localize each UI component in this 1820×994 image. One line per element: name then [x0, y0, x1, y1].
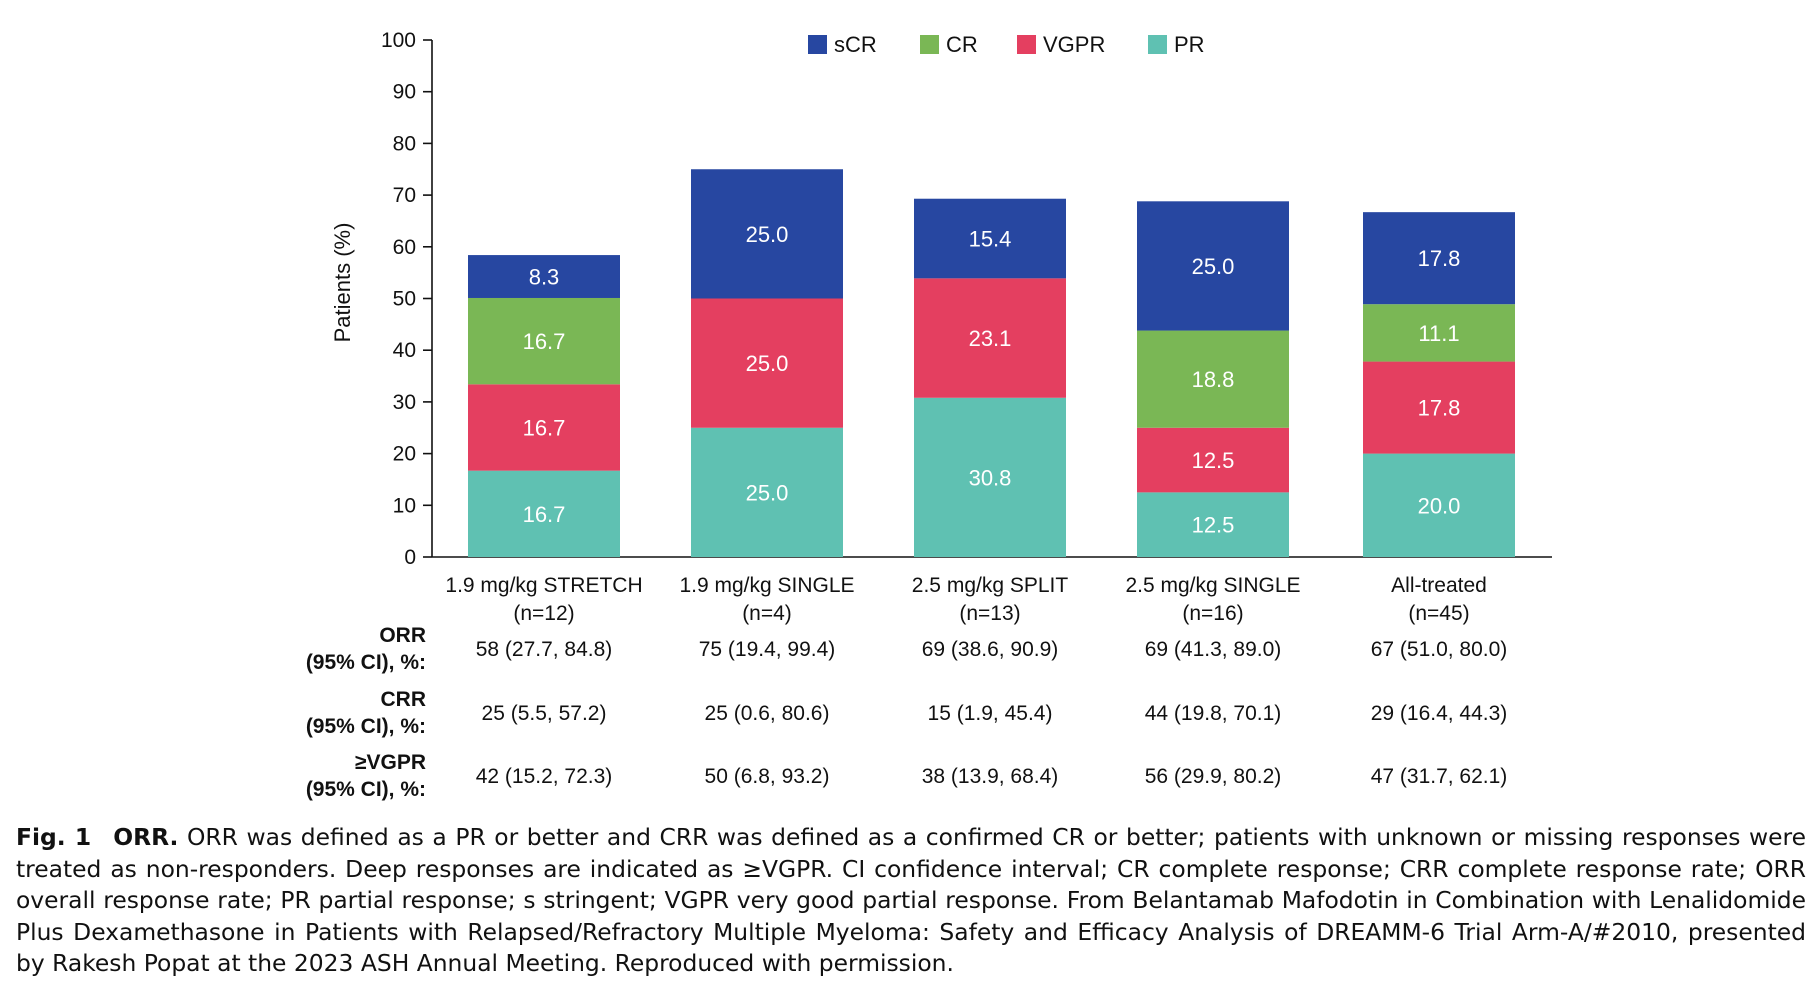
legend-label: PR [1174, 32, 1205, 57]
bar-value-label: 25.0 [746, 351, 789, 376]
y-tick-label: 30 [393, 391, 416, 414]
bar-value-label: 25.0 [746, 480, 789, 505]
y-tick-label: 50 [393, 288, 416, 311]
bar-value-label: 18.8 [1192, 367, 1235, 392]
table-cell: 58 (27.7, 84.8) [476, 638, 613, 661]
bar-cr [468, 297, 620, 385]
bar-pr [914, 397, 1066, 557]
y-tick-label: 20 [393, 443, 416, 466]
bar-scr [1363, 212, 1515, 305]
bar-vgpr [914, 278, 1066, 398]
bar-value-label: 30.8 [969, 465, 1012, 490]
bar-value-label: 23.1 [969, 326, 1012, 351]
table-row-sublabel: (95% CI), %: [306, 715, 426, 738]
legend-label: CR [946, 32, 978, 57]
caption-text: ORR was defined as a PR or better and CR… [16, 823, 1806, 977]
bar-value-label: 12.5 [1192, 513, 1235, 538]
table-cell: 29 (16.4, 44.3) [1371, 702, 1508, 725]
table-cell: 75 (19.4, 99.4) [699, 638, 836, 661]
legend: sCR CR VGPR PR [808, 32, 1205, 57]
x-tick-label: 1.9 mg/kg SINGLE [679, 574, 854, 597]
bar-value-label: 15.4 [969, 227, 1012, 252]
table-row-sublabel: (95% CI), %: [306, 651, 426, 674]
table-cell: 25 (0.6, 80.6) [705, 702, 830, 725]
bar-pr [691, 427, 843, 557]
bar-value-label: 17.8 [1418, 246, 1461, 271]
legend-label: sCR [834, 32, 877, 57]
legend-swatch [920, 35, 939, 54]
bar-cr [1363, 304, 1515, 362]
x-tick-sublabel: (n=13) [959, 602, 1020, 625]
bar-scr [914, 198, 1066, 279]
figure-caption: Fig. 1 ORR. ORR was defined as a PR or be… [16, 822, 1806, 980]
table-cell: 67 (51.0, 80.0) [1371, 638, 1508, 661]
x-axis: 1.9 mg/kg STRETCH (n=12) 1.9 mg/kg SINGLE (… [432, 556, 1552, 625]
table-row-label: CRR [381, 688, 427, 711]
x-tick-sublabel: (n=16) [1182, 602, 1243, 625]
table-cell: 47 (31.7, 62.1) [1371, 765, 1508, 788]
table-cell: 38 (13.9, 68.4) [922, 765, 1059, 788]
legend-swatch [1017, 35, 1036, 54]
legend-swatch [808, 35, 827, 54]
bar-scr [1137, 201, 1289, 331]
bar-value-label: 20.0 [1418, 493, 1461, 518]
x-tick-label: 1.9 mg/kg STRETCH [445, 574, 642, 597]
table-cell: 69 (41.3, 89.0) [1145, 638, 1282, 661]
y-tick-label: 100 [381, 29, 416, 52]
caption-label: Fig. 1 [16, 823, 92, 851]
table-cell: 25 (5.5, 57.2) [482, 702, 607, 725]
y-tick-label: 80 [393, 132, 416, 155]
table-row-label: ORR [379, 624, 426, 647]
table-row-label: ≥VGPR [355, 751, 426, 774]
bar-vgpr [691, 298, 843, 428]
y-tick-label: 70 [393, 184, 416, 207]
chart-figure: 0 10 20 30 40 50 60 70 80 90 100 Patients (%) 1.9 m… [306, 29, 1552, 801]
y-tick-label: 90 [393, 81, 416, 104]
bar-value-label: 16.7 [523, 415, 566, 440]
table-cell: 56 (29.9, 80.2) [1145, 765, 1282, 788]
legend-swatch [1148, 35, 1167, 54]
y-tick-label: 10 [393, 494, 416, 517]
bar-vgpr [1363, 361, 1515, 454]
table-cell: 50 (6.8, 93.2) [705, 765, 830, 788]
x-tick-label: 2.5 mg/kg SINGLE [1125, 574, 1300, 597]
bar-value-label: 8.3 [529, 265, 560, 290]
bar-value-label: 12.5 [1192, 448, 1235, 473]
x-tick-sublabel: (n=45) [1408, 602, 1469, 625]
x-tick-sublabel: (n=4) [742, 602, 792, 625]
y-tick-label: 0 [404, 546, 416, 569]
x-tick-sublabel: (n=12) [513, 602, 574, 625]
x-tick-label: 2.5 mg/kg SPLIT [912, 574, 1069, 597]
bar-value-label: 25.0 [1192, 254, 1235, 279]
bar-cr [1137, 330, 1289, 428]
bar-value-label: 17.8 [1418, 396, 1461, 421]
summary-table: ORR (95% CI), %: 58 (27.7, 84.8) 75 (19.4, … [306, 624, 1507, 801]
caption-title: ORR. [113, 823, 179, 851]
bar-scr [691, 169, 843, 299]
bar-value-label: 16.7 [523, 502, 566, 527]
bar-value-label: 11.1 [1418, 321, 1459, 346]
table-row-sublabel: (95% CI), %: [306, 778, 426, 801]
bar-value-label: 16.7 [523, 329, 566, 354]
bar-vgpr [1137, 427, 1289, 493]
table-cell: 69 (38.6, 90.9) [922, 638, 1059, 661]
bar-pr [468, 470, 620, 557]
bars: 16.7 16.7 16.7 8.3 25.0 25.0 25.0 30.8 23.1 15.4 1… [468, 169, 1515, 557]
legend-label: VGPR [1043, 32, 1105, 57]
y-tick-label: 40 [393, 339, 416, 362]
table-cell: 42 (15.2, 72.3) [476, 765, 613, 788]
bar-vgpr [468, 384, 620, 471]
bar-value-label: 25.0 [746, 222, 789, 247]
y-axis: 0 10 20 30 40 50 60 70 80 90 100 Patients (%) [330, 29, 433, 569]
bar-pr [1363, 453, 1515, 557]
y-tick-label: 60 [393, 236, 416, 259]
bar-pr [1137, 492, 1289, 557]
y-axis-title: Patients (%) [330, 223, 355, 343]
table-cell: 15 (1.9, 45.4) [928, 702, 1053, 725]
x-tick-label: All-treated [1391, 574, 1487, 597]
bar-scr [468, 255, 620, 298]
table-cell: 44 (19.8, 70.1) [1145, 702, 1282, 725]
